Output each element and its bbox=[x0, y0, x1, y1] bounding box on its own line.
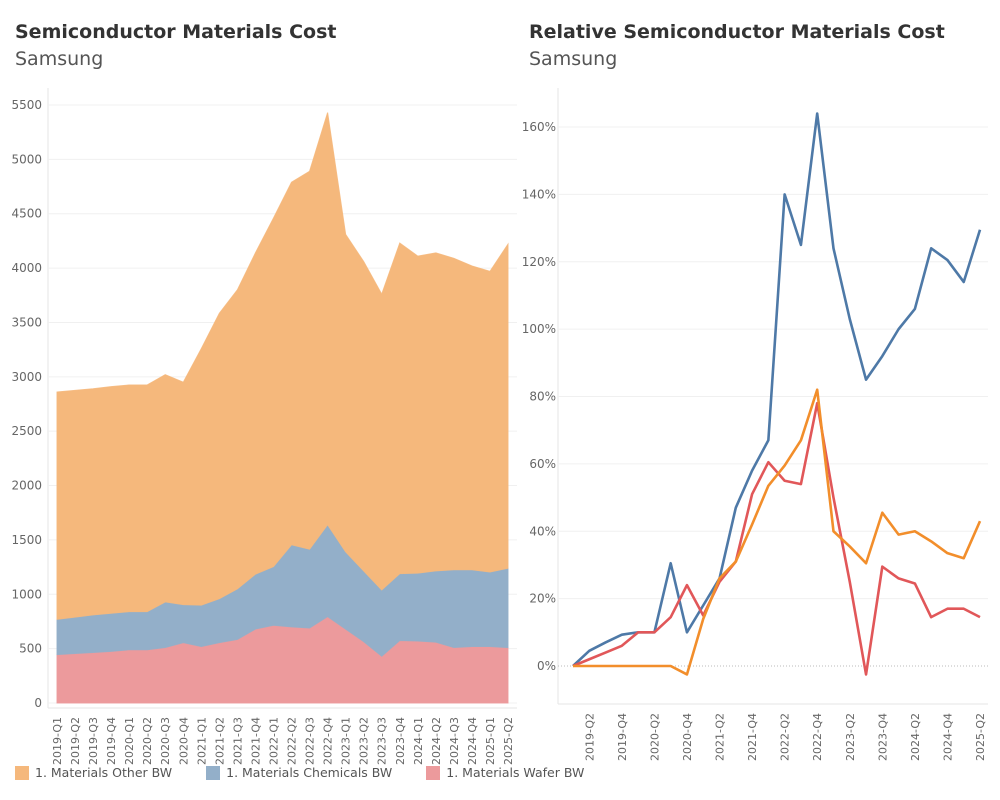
y-tick-label: 140% bbox=[522, 187, 556, 201]
y-tick-label: 1500 bbox=[11, 533, 42, 547]
y-tick-label: 60% bbox=[529, 457, 556, 471]
y-tick-label: 4000 bbox=[11, 261, 42, 275]
right-chart-title: Relative Semiconductor Materials Cost bbox=[529, 21, 945, 43]
y-tick-label: 2500 bbox=[11, 424, 42, 438]
area-other bbox=[56, 112, 509, 620]
legend-label: 1. Materials Chemicals BW bbox=[226, 765, 393, 780]
x-tick-label: 2022-Q1 bbox=[267, 717, 280, 765]
x-tick-label: 2022-Q2 bbox=[286, 717, 299, 765]
y-tick-label: 0% bbox=[537, 659, 556, 673]
x-tick-label: 2021-Q1 bbox=[195, 717, 208, 765]
y-tick-label: 1000 bbox=[11, 587, 42, 601]
x-tick-label: 2020-Q1 bbox=[123, 717, 136, 765]
y-tick-label: 160% bbox=[522, 120, 556, 134]
x-tick-label: 2024-Q4 bbox=[466, 717, 479, 765]
y-tick-label: 4500 bbox=[11, 207, 42, 221]
x-tick-label: 2020-Q2 bbox=[648, 713, 661, 761]
y-tick-label: 3000 bbox=[11, 370, 42, 384]
y-tick-label: 5000 bbox=[11, 152, 42, 166]
y-tick-label: 20% bbox=[529, 592, 556, 606]
x-tick-label: 2025-Q1 bbox=[484, 717, 497, 765]
y-tick-label: 3500 bbox=[11, 315, 42, 329]
legend-item-chemicals[interactable]: 1. Materials Chemicals BW bbox=[206, 765, 392, 780]
x-tick-label: 2022-Q4 bbox=[811, 713, 824, 761]
line-other bbox=[573, 388, 982, 676]
legend-swatch bbox=[15, 765, 29, 780]
x-tick-label: 2021-Q2 bbox=[714, 713, 727, 761]
x-tick-label: 2025-Q2 bbox=[502, 717, 515, 765]
legend-swatch bbox=[206, 765, 221, 780]
x-tick-label: 2022-Q2 bbox=[779, 713, 792, 761]
x-tick-label: 2024-Q2 bbox=[430, 717, 443, 765]
x-tick-label: 2019-Q1 bbox=[51, 717, 64, 765]
y-tick-label: 100% bbox=[522, 322, 556, 336]
x-tick-label: 2020-Q4 bbox=[681, 713, 694, 761]
x-tick-label: 2020-Q4 bbox=[177, 717, 190, 765]
legend-swatch bbox=[426, 765, 441, 780]
x-tick-label: 2025-Q2 bbox=[974, 713, 987, 761]
y-tick-label: 2000 bbox=[11, 479, 42, 493]
legend-label: 1. Materials Wafer BW bbox=[446, 765, 585, 780]
x-tick-label: 2023-Q2 bbox=[358, 717, 371, 765]
x-tick-label: 2020-Q3 bbox=[159, 717, 172, 765]
legend: 1. Materials Other BW 1. Materials Chemi… bbox=[15, 765, 618, 780]
y-tick-label: 120% bbox=[522, 255, 556, 269]
legend-item-wafer[interactable]: 1. Materials Wafer BW bbox=[426, 765, 584, 780]
x-tick-label: 2021-Q2 bbox=[213, 717, 226, 765]
x-tick-label: 2024-Q4 bbox=[941, 713, 954, 761]
legend-label: 1. Materials Other BW bbox=[35, 765, 173, 780]
x-tick-label: 2019-Q4 bbox=[105, 717, 118, 765]
x-tick-label: 2021-Q4 bbox=[746, 713, 759, 761]
y-tick-label: 500 bbox=[19, 642, 42, 656]
y-tick-label: 40% bbox=[529, 524, 556, 538]
x-tick-label: 2019-Q3 bbox=[87, 717, 100, 765]
x-tick-label: 2024-Q1 bbox=[412, 717, 425, 765]
x-tick-label: 2020-Q2 bbox=[141, 717, 154, 765]
line-chemicals bbox=[572, 112, 982, 667]
y-tick-label: 5500 bbox=[11, 98, 42, 112]
x-tick-label: 2019-Q2 bbox=[583, 713, 596, 761]
x-tick-label: 2022-Q3 bbox=[304, 717, 317, 765]
x-tick-label: 2023-Q1 bbox=[340, 717, 353, 765]
y-tick-label: 80% bbox=[529, 390, 556, 404]
x-tick-label: 2024-Q3 bbox=[448, 717, 461, 765]
y-tick-label: 0 bbox=[34, 696, 42, 710]
x-tick-label: 2022-Q4 bbox=[322, 717, 335, 765]
left-chart-title: Semiconductor Materials Cost bbox=[15, 21, 337, 43]
x-tick-label: 2021-Q4 bbox=[249, 717, 262, 765]
x-tick-label: 2019-Q4 bbox=[616, 713, 629, 761]
right-chart-subtitle: Samsung bbox=[529, 48, 618, 70]
x-tick-label: 2024-Q2 bbox=[909, 713, 922, 761]
x-tick-label: 2021-Q3 bbox=[231, 717, 244, 765]
legend-item-other[interactable]: 1. Materials Other BW bbox=[15, 765, 172, 780]
x-tick-label: 2023-Q3 bbox=[376, 717, 389, 765]
x-tick-label: 2023-Q4 bbox=[394, 717, 407, 765]
x-tick-label: 2019-Q2 bbox=[69, 717, 82, 765]
x-tick-label: 2023-Q4 bbox=[876, 713, 889, 761]
line-wafer bbox=[572, 401, 981, 676]
left-chart-subtitle: Samsung bbox=[15, 48, 104, 70]
x-tick-label: 2023-Q2 bbox=[844, 713, 857, 761]
